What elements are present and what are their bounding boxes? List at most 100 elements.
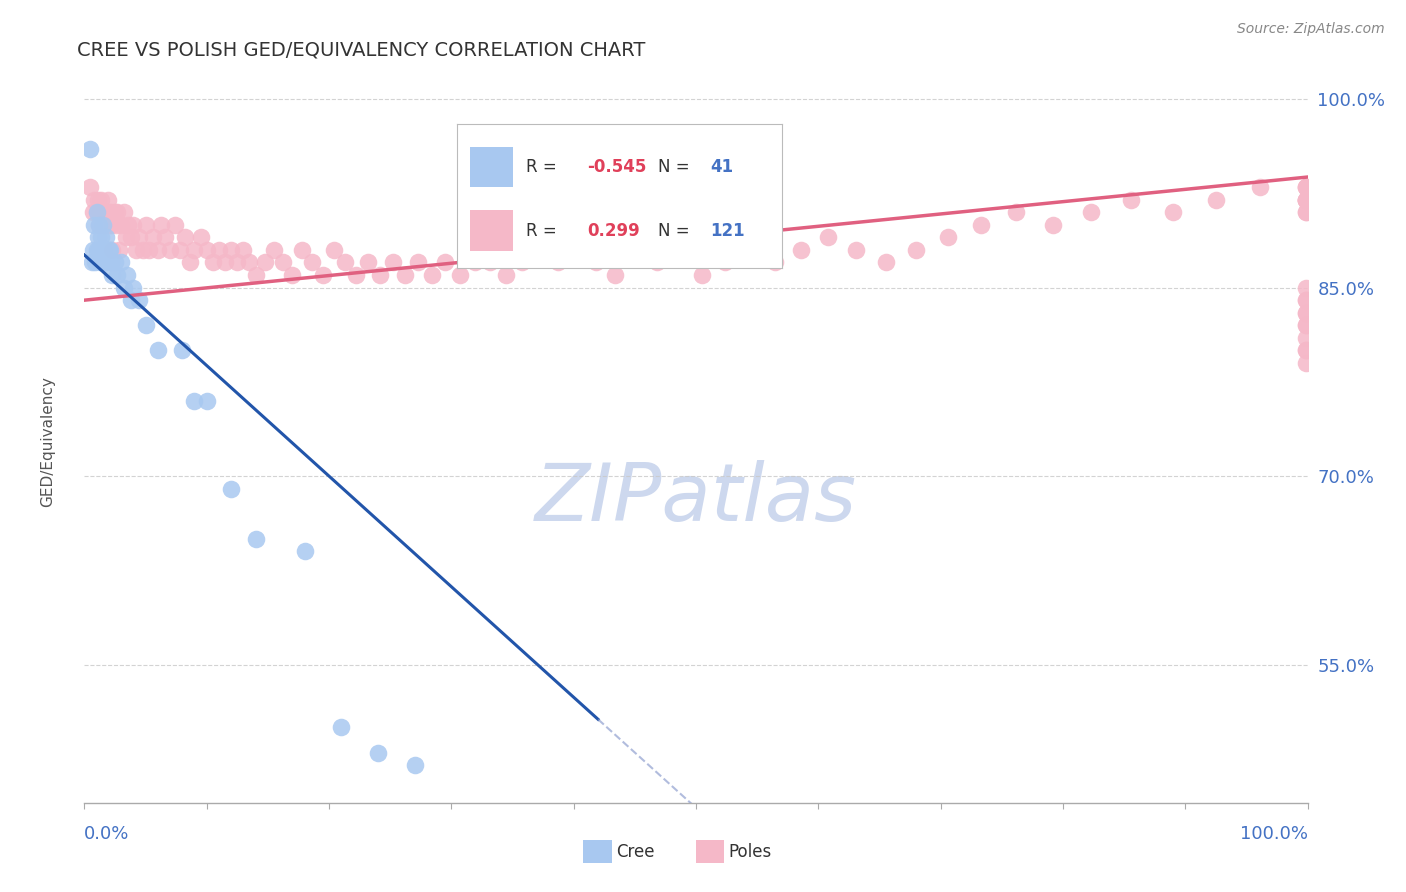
Point	[195, 243, 218, 257]
Point	[394, 268, 416, 282]
Point	[128, 293, 150, 308]
Point	[115, 268, 138, 282]
Point	[404, 758, 426, 772]
Text: GED/Equivalency: GED/Equivalency	[41, 376, 55, 507]
Point	[104, 205, 127, 219]
Point	[1205, 193, 1227, 207]
Point	[367, 746, 389, 760]
Point	[97, 193, 120, 207]
Point	[132, 243, 155, 257]
Point	[344, 268, 367, 282]
Point	[190, 230, 212, 244]
Point	[135, 318, 157, 333]
Point	[169, 243, 191, 257]
Point	[105, 218, 128, 232]
Point	[94, 218, 117, 232]
Point	[214, 255, 236, 269]
Point	[128, 230, 150, 244]
Point	[1295, 356, 1317, 370]
Point	[1295, 343, 1317, 358]
Point	[1295, 280, 1317, 294]
Point	[322, 243, 344, 257]
Point	[226, 255, 249, 269]
Point	[1295, 205, 1317, 219]
Point	[100, 255, 122, 269]
Point	[87, 243, 110, 257]
Point	[79, 180, 101, 194]
Point	[624, 243, 647, 257]
Point	[219, 482, 242, 496]
Point	[83, 218, 105, 232]
Point	[1121, 193, 1143, 207]
Point	[101, 243, 124, 257]
Point	[89, 205, 111, 219]
Point	[875, 255, 897, 269]
Point	[135, 218, 157, 232]
Point	[529, 243, 551, 257]
Point	[87, 218, 110, 232]
Point	[117, 218, 139, 232]
Point	[91, 255, 114, 269]
Point	[668, 243, 690, 257]
Point	[219, 243, 242, 257]
Point	[1042, 218, 1064, 232]
Point	[420, 268, 443, 282]
Point	[1295, 318, 1317, 333]
Point	[183, 393, 205, 408]
Point	[112, 205, 135, 219]
Point	[357, 255, 380, 269]
Point	[330, 720, 353, 734]
Point	[105, 268, 128, 282]
Point	[301, 255, 323, 269]
Point	[1295, 306, 1317, 320]
Point	[765, 255, 787, 269]
Point	[714, 255, 737, 269]
Point	[100, 218, 122, 232]
Point	[122, 280, 145, 294]
Text: CREE VS POLISH GED/EQUIVALENCY CORRELATION CHART: CREE VS POLISH GED/EQUIVALENCY CORRELATI…	[77, 40, 645, 59]
Text: Cree: Cree	[616, 843, 654, 861]
Point	[1295, 343, 1317, 358]
Point	[585, 255, 607, 269]
Point	[464, 255, 486, 269]
Point	[936, 230, 959, 244]
Point	[381, 255, 404, 269]
Point	[98, 243, 121, 257]
Text: Poles: Poles	[728, 843, 772, 861]
Point	[104, 255, 127, 269]
Point	[1295, 193, 1317, 207]
Point	[90, 193, 112, 207]
Point	[112, 280, 135, 294]
Point	[84, 255, 107, 269]
Point	[122, 218, 145, 232]
Point	[86, 205, 108, 219]
Point	[1295, 193, 1317, 207]
Point	[79, 142, 101, 156]
Point	[208, 243, 231, 257]
Point	[150, 218, 173, 232]
Point	[146, 343, 169, 358]
Point	[645, 255, 668, 269]
Point	[153, 230, 176, 244]
Point	[82, 243, 104, 257]
Point	[120, 293, 142, 308]
Point	[1295, 306, 1317, 320]
Text: Source: ZipAtlas.com: Source: ZipAtlas.com	[1237, 22, 1385, 37]
Point	[96, 230, 118, 244]
Point	[83, 193, 105, 207]
Point	[97, 243, 120, 257]
Point	[87, 193, 110, 207]
Point	[110, 255, 132, 269]
Point	[1161, 205, 1184, 219]
Point	[173, 230, 195, 244]
Point	[281, 268, 304, 282]
Point	[238, 255, 260, 269]
Point	[163, 218, 186, 232]
Point	[101, 268, 124, 282]
Point	[605, 268, 627, 282]
Point	[159, 243, 181, 257]
Point	[565, 243, 588, 257]
Point	[142, 230, 165, 244]
Point	[195, 393, 218, 408]
Point	[845, 243, 868, 257]
